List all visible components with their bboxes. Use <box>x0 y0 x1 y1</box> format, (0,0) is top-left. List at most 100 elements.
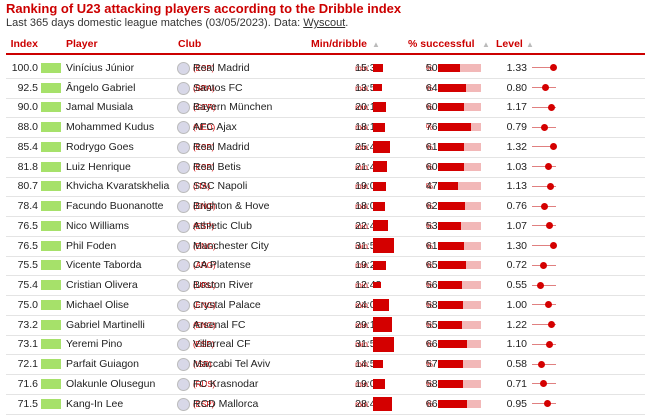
club: Boston River (URU) <box>193 278 253 293</box>
min-bar <box>373 360 383 368</box>
level-value: 0.95 <box>506 397 527 410</box>
index-value: 76.5 <box>17 219 38 232</box>
sort-arrow: ▲ <box>372 40 380 49</box>
title: Ranking of U23 attacking players accordi… <box>6 1 402 16</box>
club-logo <box>177 259 190 273</box>
level-line <box>532 225 556 227</box>
column-header[interactable]: Index <box>10 38 38 50</box>
pct: 55.3% <box>425 318 446 333</box>
index-value: 81.8 <box>17 160 38 173</box>
row-separator <box>6 137 645 138</box>
min-unit: min <box>355 182 368 192</box>
min-dribble: 15:32 min <box>355 61 381 76</box>
index-swatch <box>41 102 61 113</box>
level-value: 0.80 <box>506 81 527 94</box>
min-unit: min <box>355 320 368 330</box>
row-separator <box>6 314 645 316</box>
level-dot <box>550 64 558 72</box>
source-link[interactable]: Wyscout <box>303 17 346 29</box>
pct-unit: % <box>425 142 433 152</box>
pct: 62.5% <box>425 199 446 214</box>
min-unit: min <box>355 63 368 73</box>
index-swatch <box>41 359 61 370</box>
pct-bar <box>438 221 462 230</box>
club-logo <box>177 101 190 115</box>
club-country: (ESP) <box>193 399 215 409</box>
min-unit: min <box>355 379 368 389</box>
column-header[interactable]: Player <box>66 38 98 50</box>
level-value: 1.22 <box>506 318 527 331</box>
index-value: 76.5 <box>17 239 38 252</box>
pct: 66.7% <box>426 337 446 352</box>
level-dot <box>541 84 549 92</box>
min-bar <box>373 237 394 254</box>
column-header[interactable]: Min/dribble <box>311 38 367 50</box>
min-unit: min <box>355 261 368 271</box>
column-header[interactable]: Club <box>178 38 202 50</box>
club-logo <box>177 160 190 174</box>
club-country: (ESP) <box>193 63 215 73</box>
pct-bar <box>438 340 467 349</box>
club-name: CA Platense <box>193 259 251 272</box>
player-name: Parfait Guiagon <box>66 358 139 371</box>
club-logo <box>177 180 190 194</box>
club: Real Madrid (ESP) <box>193 140 250 155</box>
club-logo <box>177 358 190 372</box>
row-separator <box>6 334 645 336</box>
pct-unit: % <box>425 182 433 192</box>
row-separator <box>6 354 645 356</box>
index-swatch <box>41 201 61 212</box>
min-dribble: 22:42 min <box>355 219 381 234</box>
club-name: Real Madrid <box>193 140 250 153</box>
player-name: Mohammed Kudus <box>66 121 155 134</box>
min-unit: min <box>355 142 368 152</box>
pct-unit: % <box>425 103 433 113</box>
subtitle-text: Last 365 days domestic league matches (0… <box>6 17 304 29</box>
player-name: Vicente Taborda <box>66 259 142 272</box>
level-value: 1.03 <box>506 160 527 173</box>
pct-unit: % <box>425 360 433 370</box>
player-name: Phil Foden <box>66 239 117 252</box>
level-line <box>532 304 556 306</box>
level-line <box>532 67 556 69</box>
player-name: Khvicha Kvaratskhelia <box>66 180 170 193</box>
pct-bar <box>438 241 465 250</box>
level-dot <box>547 103 555 111</box>
level-dot <box>543 400 551 408</box>
club-logo <box>177 298 190 312</box>
club: Real Madrid (ESP) <box>193 61 250 76</box>
level-dot <box>545 222 553 230</box>
pct-unit: % <box>425 202 433 212</box>
level-dot <box>546 340 554 348</box>
index-value: 72.1 <box>17 358 38 371</box>
index-value: 71.6 <box>17 377 38 390</box>
header-rule <box>6 53 645 55</box>
column-header[interactable]: Level <box>496 38 523 50</box>
pct-unit: % <box>425 320 433 330</box>
pct: 58.5% <box>426 298 446 313</box>
pct-bar <box>438 162 464 171</box>
sort-arrow: ▲ <box>482 40 490 49</box>
club: AFC Ajax (NED) <box>193 120 237 135</box>
club-logo <box>177 239 190 253</box>
pct-unit: % <box>425 399 433 409</box>
min-bar <box>373 336 394 353</box>
level-value: 1.10 <box>506 338 527 351</box>
min-bar <box>373 122 385 132</box>
club: Maccabi Tel Aviv (ISR) <box>193 357 270 372</box>
club: SSC Napoli (ITA) <box>193 179 247 194</box>
player-name: Jamal Musiala <box>66 101 134 114</box>
club-country: (ITA) <box>193 182 211 192</box>
pct-unit: % <box>425 83 433 93</box>
level-line <box>532 343 556 345</box>
club-name: AFC Ajax <box>193 121 237 134</box>
pct-unit: % <box>425 379 433 389</box>
level-dot <box>537 281 545 289</box>
row-separator <box>6 295 645 296</box>
min-unit: min <box>355 162 368 172</box>
column-header[interactable]: % successful <box>408 38 475 50</box>
index-value: 75.0 <box>17 298 38 311</box>
pct-unit: % <box>425 63 433 73</box>
pct: 60.1% <box>425 100 446 115</box>
row-separator <box>6 97 645 99</box>
